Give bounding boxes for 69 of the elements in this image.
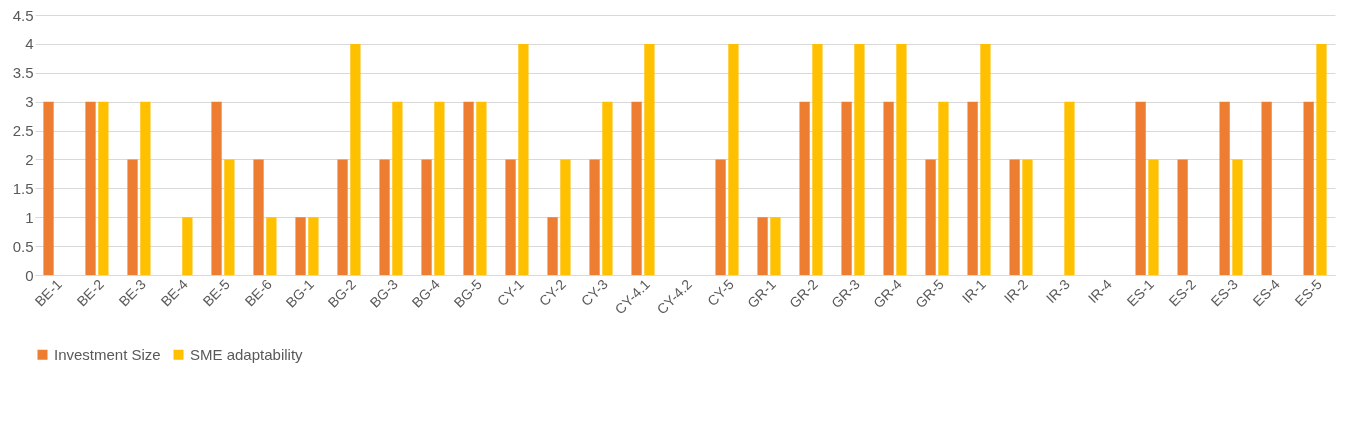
bar bbox=[812, 43, 823, 275]
bar bbox=[1064, 101, 1075, 275]
bar bbox=[211, 101, 222, 275]
bar bbox=[967, 101, 978, 275]
bar bbox=[463, 101, 474, 275]
y-tick-label: 1 bbox=[25, 208, 34, 226]
y-tick-label: 0.5 bbox=[12, 237, 34, 255]
bar bbox=[295, 217, 306, 275]
y-tick-label: 4 bbox=[25, 35, 34, 53]
bar bbox=[350, 43, 361, 275]
bar bbox=[589, 159, 600, 275]
bar bbox=[1232, 159, 1243, 275]
bar bbox=[266, 217, 277, 275]
bar bbox=[476, 101, 487, 275]
bar bbox=[421, 159, 432, 275]
bar bbox=[43, 101, 54, 275]
bar bbox=[560, 159, 571, 275]
bar bbox=[182, 217, 193, 275]
bar bbox=[770, 217, 781, 275]
bar bbox=[1316, 43, 1327, 275]
y-tick-label: 2.5 bbox=[12, 122, 34, 140]
bar bbox=[925, 159, 936, 275]
bar bbox=[841, 101, 852, 275]
y-tick-label: 0 bbox=[25, 266, 34, 284]
legend-label: SME adaptability bbox=[190, 345, 304, 363]
y-tick-label: 1.5 bbox=[12, 179, 34, 197]
bar bbox=[728, 43, 739, 275]
bar bbox=[1219, 101, 1230, 275]
bar bbox=[1177, 159, 1188, 275]
bar bbox=[379, 159, 390, 275]
x-tick-label: IR-4 bbox=[1084, 275, 1116, 307]
bar bbox=[1303, 101, 1314, 275]
bar bbox=[799, 101, 810, 275]
y-tick-label: 3 bbox=[25, 93, 34, 111]
bar bbox=[547, 217, 558, 275]
bar bbox=[337, 159, 348, 275]
bar bbox=[1261, 101, 1272, 275]
bar bbox=[1135, 101, 1146, 275]
bar bbox=[505, 159, 516, 275]
bar bbox=[434, 101, 445, 275]
x-tick-label: IR-3 bbox=[1042, 275, 1074, 307]
bar bbox=[757, 217, 768, 275]
bar bbox=[392, 101, 403, 275]
bar bbox=[631, 101, 642, 275]
bar bbox=[224, 159, 235, 275]
x-tick-label: IR-2 bbox=[1000, 275, 1032, 307]
legend-label: Investment Size bbox=[54, 345, 161, 363]
bar bbox=[308, 217, 319, 275]
bar bbox=[127, 159, 138, 275]
x-tick-label: IR-1 bbox=[958, 275, 990, 307]
bar bbox=[85, 101, 96, 275]
bar bbox=[518, 43, 529, 275]
bar bbox=[253, 159, 264, 275]
bar bbox=[938, 101, 949, 275]
bar bbox=[896, 43, 907, 275]
y-tick-label: 2 bbox=[25, 150, 34, 168]
bar bbox=[854, 43, 865, 275]
y-tick-label: 3.5 bbox=[12, 64, 34, 82]
bar bbox=[98, 101, 109, 275]
bar bbox=[883, 101, 894, 275]
bar bbox=[1009, 159, 1020, 275]
bar bbox=[1022, 159, 1033, 275]
bar bbox=[140, 101, 151, 275]
bar bbox=[980, 43, 991, 275]
bar bbox=[1148, 159, 1159, 275]
bar bbox=[715, 159, 726, 275]
bar bbox=[602, 101, 613, 275]
y-tick-label: 4.5 bbox=[12, 6, 34, 24]
bar bbox=[644, 43, 655, 275]
